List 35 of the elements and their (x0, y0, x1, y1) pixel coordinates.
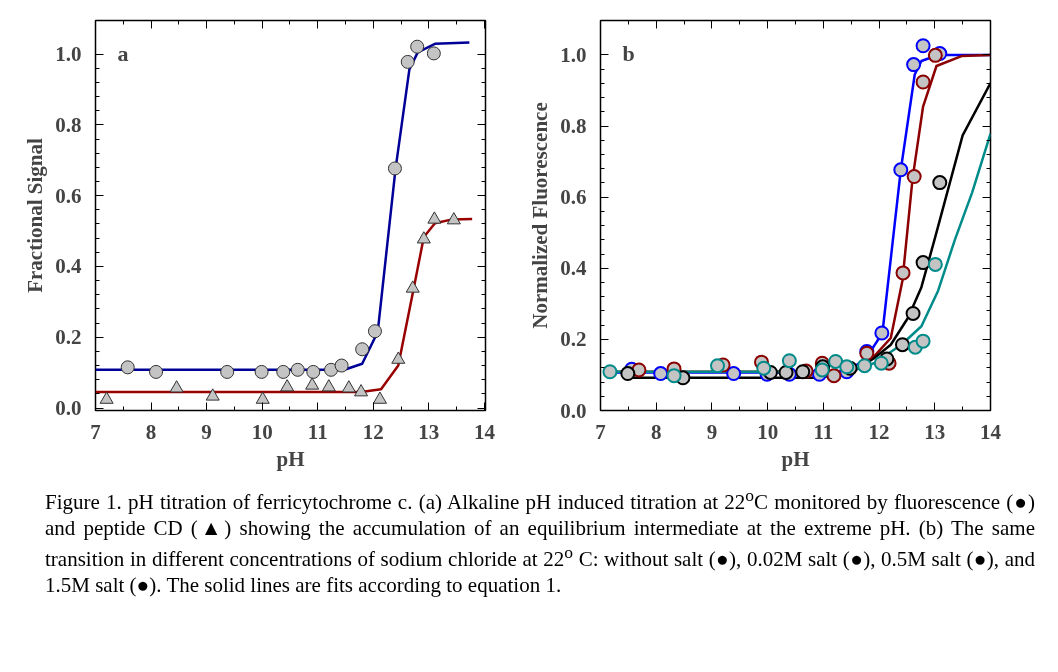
y-axis-title: Normalized Fluorescence (528, 102, 553, 329)
x-tick-label: 11 (307, 419, 328, 444)
x-tick-label: 14 (473, 419, 496, 444)
y-tick-label: 0.8 (560, 114, 587, 139)
y-tick-label: 0.2 (560, 327, 587, 352)
x-tick-label: 12 (362, 419, 384, 444)
x-tick-label: 8 (650, 419, 662, 444)
y-tick-label: 0.8 (55, 112, 82, 137)
y-tick-label: 0.4 (55, 254, 82, 279)
y-tick-label: 0.4 (560, 256, 587, 281)
y-tick-label: 0.6 (55, 183, 82, 208)
x-tick-label: 10 (251, 419, 273, 444)
x-tick-label: 11 (813, 419, 834, 444)
x-axis-title: pH (276, 446, 305, 471)
x-tick-label: 13 (924, 419, 946, 444)
x-tick-label: 8 (145, 419, 157, 444)
y-axis-title: Fractional Signal (23, 138, 48, 293)
x-tick-label: 13 (418, 419, 440, 444)
x-tick-label: 9 (706, 419, 718, 444)
y-tick-label: 0.0 (55, 396, 82, 421)
x-tick-label: 7 (595, 419, 606, 444)
x-tick-label: 7 (90, 419, 101, 444)
y-tick-label: 0.6 (560, 185, 587, 210)
x-axis-title: pH (781, 446, 810, 471)
y-tick-label: 1.0 (55, 42, 82, 67)
x-tick-label: 10 (757, 419, 779, 444)
annotation: a (117, 40, 129, 66)
x-tick-label: 9 (201, 419, 212, 444)
caption: Figure 1. pH titration of ferricytochrome c. (a) Alkaline pH induced titration at 22$^{o}$C monitored by fluorescence (●) and peptide CD (▲) showing the accumulation of an equilibrium intermediate at the extreme pH. (b) The same transition in different concentrations of sodium chloride at 22$^{o}$ C: without salt (●), 0.02M salt (●), 0.5M salt (●), and 1.5M salt (●). The solid lines are fits according to equation 1. (45, 485, 1035, 598)
x-tick-label: 14 (980, 419, 1002, 444)
annotation: b (622, 40, 635, 66)
y-tick-label: 0.2 (55, 325, 82, 350)
y-tick-label: 0.0 (560, 398, 587, 423)
y-tick-label: 1.0 (560, 42, 587, 67)
x-tick-label: 12 (868, 419, 890, 444)
